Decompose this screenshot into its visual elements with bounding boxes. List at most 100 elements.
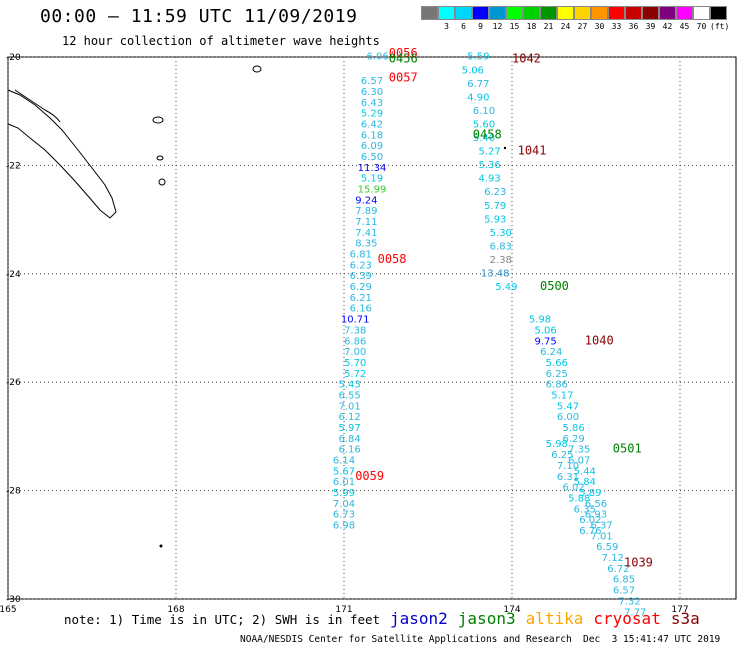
satellite-name: jason3	[457, 609, 516, 628]
wave-height-label: 5.88	[568, 493, 590, 504]
wave-height-label: 6.00	[557, 412, 579, 423]
wave-height-label: 5.66	[546, 358, 568, 369]
wave-height-label: 6.72	[607, 564, 629, 575]
lon-tick-label: 177	[671, 605, 688, 615]
legend-swatch	[676, 6, 693, 20]
wave-height-label: 5.79	[484, 201, 506, 212]
pass-time-label: 0058	[378, 252, 407, 266]
wave-height-label: 5.06	[534, 325, 556, 336]
legend-label: 15	[509, 22, 520, 31]
wave-height-label: 6.06	[366, 52, 388, 63]
wave-height-label: 6.31	[557, 472, 579, 483]
wave-height-label: 6.12	[338, 412, 360, 423]
legend-label: 39	[645, 22, 656, 31]
wave-height-label: 5.97	[338, 423, 360, 434]
wave-height-label: 5.27	[478, 147, 500, 158]
wave-height-label: 4.93	[478, 174, 500, 185]
wave-height-label: 5.84	[574, 477, 596, 488]
island	[252, 65, 262, 73]
pass-time-label: 0059	[355, 469, 384, 483]
legend-label: 36	[628, 22, 639, 31]
wave-height-label: 6.73	[333, 510, 355, 521]
wave-height-label: 6.85	[613, 575, 635, 586]
wave-height-label: 9.75	[534, 336, 556, 347]
legend-swatch	[438, 6, 455, 20]
legend-swatch	[574, 6, 591, 20]
wave-height-label: 5.86	[562, 423, 584, 434]
wave-height-label: 7.77	[624, 607, 646, 618]
wave-height-label: 6.86	[546, 380, 568, 391]
wave-height-label: 11.34	[358, 163, 387, 174]
pass-time-label: 0456	[389, 51, 418, 65]
wave-height-label: 7.38	[344, 325, 366, 336]
wave-height-label: 9.24	[355, 195, 377, 206]
legend-label: 27	[577, 22, 588, 31]
legend-labels: 3 6 9 12 15 18 21 24 27 30 33 36 39 42 45 70 (ft)	[421, 20, 729, 31]
wave-height-label: 5.98	[529, 315, 551, 326]
wave-height-label: 5.60	[473, 119, 495, 130]
pass-time-label: 1042	[512, 51, 541, 65]
legend-label: 9	[478, 22, 483, 31]
wave-height-label: 6.56	[585, 499, 607, 510]
satellite-legend: jason2 jason3 altika cryosat s3a	[390, 609, 710, 628]
wave-height-label: 5.43	[338, 380, 360, 391]
wave-height-label: 6.23	[350, 260, 372, 271]
wave-height-label: 6.14	[333, 456, 355, 467]
lat-tick-label: -22	[6, 161, 21, 171]
wave-height-label: 10.71	[341, 315, 370, 326]
legend-label: 21	[543, 22, 554, 31]
legend-swatch	[557, 6, 574, 20]
lon-tick-label: 168	[167, 605, 184, 615]
island	[503, 146, 507, 150]
wave-height-label: 5.93	[484, 214, 506, 225]
wave-height-label: 6.18	[361, 130, 383, 141]
legend-swatch	[710, 6, 727, 20]
wave-height-label: 7.01	[590, 531, 612, 542]
wave-height-label: 6.77	[467, 79, 489, 90]
wave-height-label: 6.25	[546, 369, 568, 380]
wave-height-label: 6.02	[579, 515, 601, 526]
pass-time-label: 1040	[585, 333, 614, 347]
wave-height-label: 5.72	[344, 369, 366, 380]
wave-height-label: 5.49	[495, 282, 517, 293]
credit-date: Dec 3 15:41:47 UTC 2019	[583, 634, 721, 645]
lon-tick-label: 171	[335, 605, 352, 615]
coastline-reef	[14, 89, 61, 123]
wave-height-label: 5.89	[579, 488, 601, 499]
legend-label: 30	[594, 22, 605, 31]
wave-height-label: 6.24	[540, 347, 562, 358]
color-legend: 3 6 9 12 15 18 21 24 27 30 33 36 39 42 45 70 (ft)	[421, 6, 729, 31]
wave-height-label: 5.44	[574, 466, 596, 477]
wave-height-label: 6.81	[350, 250, 372, 261]
wave-height-label: 6.83	[490, 241, 512, 252]
lon-tick-label: 174	[503, 605, 520, 615]
wave-height-label: 6.35	[574, 504, 596, 515]
wave-height-label: 7.11	[355, 217, 377, 228]
lat-tick-label: -28	[6, 487, 21, 497]
wave-height-label: 5.19	[361, 174, 383, 185]
satellite-name: s3a	[670, 609, 700, 628]
legend-swatches	[421, 6, 727, 20]
wave-height-label: 2.38	[490, 255, 512, 266]
pass-time-label: 1041	[518, 144, 547, 158]
wave-height-label: 5.06	[462, 65, 484, 76]
footer-note: note: 1) Time is in UTC; 2) SWH is in fe…	[64, 612, 381, 627]
wave-height-label: 7.12	[602, 553, 624, 564]
wave-height-label: 7.00	[344, 347, 366, 358]
satellite-name: altika	[525, 609, 584, 628]
legend-swatch	[540, 6, 557, 20]
wave-height-label: 6.21	[350, 293, 372, 304]
pass-time-label: 0057	[389, 70, 418, 84]
legend-label: 42	[662, 22, 673, 31]
wave-height-label: 5.59	[467, 52, 489, 63]
pass-time-label: 1039	[624, 555, 653, 569]
legend-swatch	[489, 6, 506, 20]
legend-swatch	[693, 6, 710, 20]
wave-height-label: 6.07	[568, 456, 590, 467]
wave-height-label: 6.10	[473, 106, 495, 117]
legend-swatch	[455, 6, 472, 20]
wave-height-label: 5.70	[344, 358, 366, 369]
wave-height-label: 6.09	[361, 141, 383, 152]
wave-height-label: 7.89	[355, 206, 377, 217]
legend-swatch	[591, 6, 608, 20]
